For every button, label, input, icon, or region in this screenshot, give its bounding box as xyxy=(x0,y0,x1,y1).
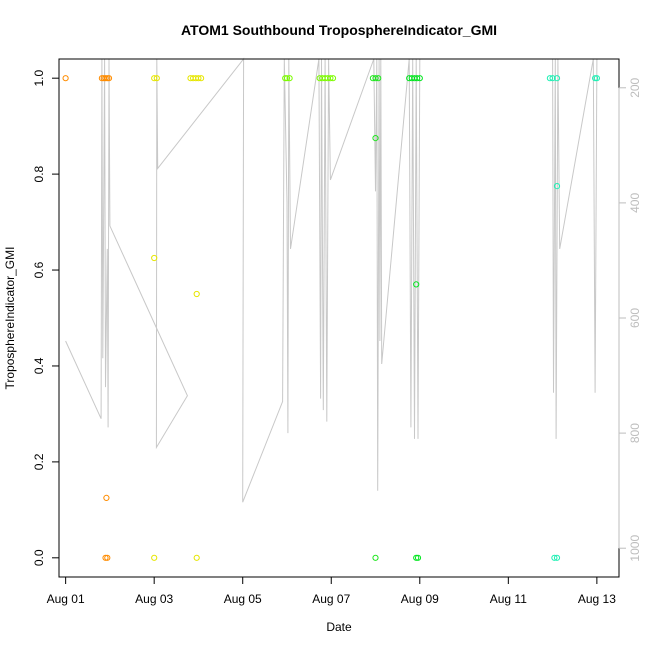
data-point xyxy=(372,554,379,561)
right-tick-label: 800 xyxy=(628,423,642,443)
right-tick-label: 600 xyxy=(628,308,642,328)
x-tick-label: Aug 05 xyxy=(224,592,262,606)
data-point xyxy=(553,75,561,82)
data-point xyxy=(416,75,423,82)
plot-frame xyxy=(58,58,620,578)
x-tick-label: Aug 01 xyxy=(47,592,85,606)
data-point xyxy=(153,75,160,82)
data-point xyxy=(592,75,599,82)
y-axis-label: TroposphereIndicator_GMI xyxy=(3,247,17,390)
x-tick-label: Aug 09 xyxy=(401,592,439,606)
x-axis-label: Date xyxy=(326,620,352,634)
y-tick-label: 0.6 xyxy=(32,261,46,278)
x-tick-label: Aug 13 xyxy=(578,592,616,606)
right-axis: 200 400 600 800 1000 xyxy=(618,77,642,562)
data-point xyxy=(282,75,289,82)
data-point xyxy=(193,290,200,298)
data-point xyxy=(102,75,109,82)
data-point xyxy=(102,554,109,561)
right-tick-label: 200 xyxy=(628,77,642,97)
pressure-series-line xyxy=(65,57,598,503)
data-point xyxy=(414,75,421,82)
data-point xyxy=(151,254,158,262)
y-tick-label: 0.4 xyxy=(32,357,46,374)
data-point xyxy=(193,554,200,561)
data-point xyxy=(553,554,561,561)
data-point xyxy=(198,75,205,82)
data-point xyxy=(151,554,158,561)
y-axis: 0.0 0.2 0.4 0.6 0.8 1.0 xyxy=(32,70,60,566)
data-point xyxy=(546,75,554,82)
y-tick-label: 0.2 xyxy=(32,453,46,470)
data-point xyxy=(105,75,113,82)
data-point xyxy=(375,75,382,82)
x-tick-label: Aug 03 xyxy=(135,592,173,606)
data-point xyxy=(413,554,420,561)
data-point xyxy=(104,75,111,82)
x-tick-label: Aug 11 xyxy=(490,592,527,606)
y-tick-label: 0.8 xyxy=(32,165,46,182)
x-axis: Aug 01 Aug 03 Aug 05 Aug 07 Aug 09 Aug 11 Aug … xyxy=(47,576,616,606)
data-point xyxy=(195,75,202,82)
y-tick-label: 0.0 xyxy=(32,549,46,566)
right-tick-label: 1000 xyxy=(628,535,642,562)
data-point xyxy=(62,75,69,82)
data-point xyxy=(372,75,379,82)
data-point xyxy=(103,494,110,501)
data-point xyxy=(549,75,556,82)
data-point xyxy=(413,281,420,288)
right-tick-label: 400 xyxy=(628,193,642,213)
data-point xyxy=(327,75,334,82)
pressure-line-layer xyxy=(65,57,598,503)
data-point xyxy=(551,554,558,561)
data-point xyxy=(372,135,379,142)
data-point xyxy=(593,75,601,82)
y-tick-label: 1.0 xyxy=(32,70,46,87)
data-point xyxy=(104,554,111,561)
data-point xyxy=(553,183,561,190)
x-tick-label: Aug 07 xyxy=(312,592,350,606)
data-point xyxy=(286,75,293,82)
data-point xyxy=(151,75,158,82)
data-point xyxy=(329,75,337,82)
points-layer xyxy=(62,75,601,561)
data-point xyxy=(283,75,291,82)
data-point xyxy=(414,554,422,561)
chart-title: ATOM1 Southbound TroposphereIndicator_GM… xyxy=(181,22,497,38)
